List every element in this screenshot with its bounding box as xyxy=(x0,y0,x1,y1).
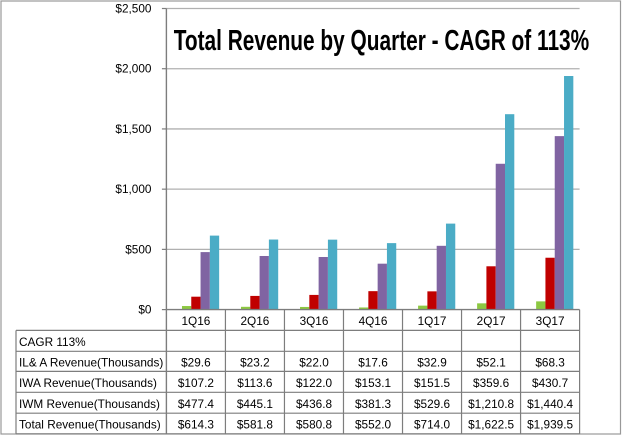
svg-text:$52.1: $52.1 xyxy=(476,356,506,370)
svg-text:$32.9: $32.9 xyxy=(417,356,447,370)
svg-text:3Q17: 3Q17 xyxy=(536,314,565,328)
svg-text:$23.2: $23.2 xyxy=(240,356,270,370)
svg-text:$151.5: $151.5 xyxy=(414,376,451,390)
svg-text:$1,210.8: $1,210.8 xyxy=(468,397,514,411)
svg-text:Total Revenue(Thousands): Total Revenue(Thousands) xyxy=(19,418,161,432)
svg-text:$714.0: $714.0 xyxy=(414,418,451,432)
svg-text:$477.4: $477.4 xyxy=(178,397,215,411)
svg-text:IWA Revenue(Thousands): IWA Revenue(Thousands) xyxy=(19,376,157,390)
svg-text:Total Revenue by Quarter - CAG: Total Revenue by Quarter - CAGR of 113% xyxy=(174,25,590,57)
svg-text:$614.3: $614.3 xyxy=(178,418,215,432)
svg-text:$529.6: $529.6 xyxy=(414,397,451,411)
svg-text:4Q16: 4Q16 xyxy=(359,314,388,328)
svg-text:$359.6: $359.6 xyxy=(473,376,510,390)
svg-text:$0: $0 xyxy=(138,303,152,317)
svg-text:$22.0: $22.0 xyxy=(299,356,329,370)
svg-text:$2,000: $2,000 xyxy=(115,62,152,76)
svg-text:$580.8: $580.8 xyxy=(296,418,333,432)
svg-text:$381.3: $381.3 xyxy=(355,397,392,411)
svg-text:$2,500: $2,500 xyxy=(115,1,152,15)
svg-text:1Q16: 1Q16 xyxy=(181,314,210,328)
svg-text:$445.1: $445.1 xyxy=(237,397,273,411)
svg-text:2Q17: 2Q17 xyxy=(477,314,506,328)
svg-text:$68.3: $68.3 xyxy=(535,356,565,370)
svg-text:3Q16: 3Q16 xyxy=(300,314,329,328)
svg-text:$1,622.5: $1,622.5 xyxy=(468,418,514,432)
svg-text:$29.6: $29.6 xyxy=(181,356,211,370)
svg-text:$113.6: $113.6 xyxy=(237,376,273,390)
svg-text:$552.0: $552.0 xyxy=(355,418,392,432)
svg-text:$1,500: $1,500 xyxy=(115,122,152,136)
svg-text:$122.0: $122.0 xyxy=(296,376,333,390)
svg-text:$17.6: $17.6 xyxy=(358,356,388,370)
svg-text:$107.2: $107.2 xyxy=(178,376,214,390)
svg-text:IWM Revenue(Thousands): IWM Revenue(Thousands) xyxy=(19,397,160,411)
svg-text:$581.8: $581.8 xyxy=(237,418,274,432)
svg-text:$430.7: $430.7 xyxy=(532,376,568,390)
svg-text:$153.1: $153.1 xyxy=(355,376,391,390)
svg-text:2Q16: 2Q16 xyxy=(240,314,269,328)
svg-text:IL& A Revenue(Thousands): IL& A Revenue(Thousands) xyxy=(19,356,163,370)
svg-text:$436.8: $436.8 xyxy=(296,397,333,411)
svg-text:$1,440.4: $1,440.4 xyxy=(527,397,573,411)
svg-text:$1,000: $1,000 xyxy=(115,182,152,196)
svg-text:CAGR 113%: CAGR 113% xyxy=(19,335,86,349)
svg-text:1Q17: 1Q17 xyxy=(418,314,447,328)
svg-text:$1,939.5: $1,939.5 xyxy=(527,418,573,432)
svg-text:$500: $500 xyxy=(125,242,152,256)
